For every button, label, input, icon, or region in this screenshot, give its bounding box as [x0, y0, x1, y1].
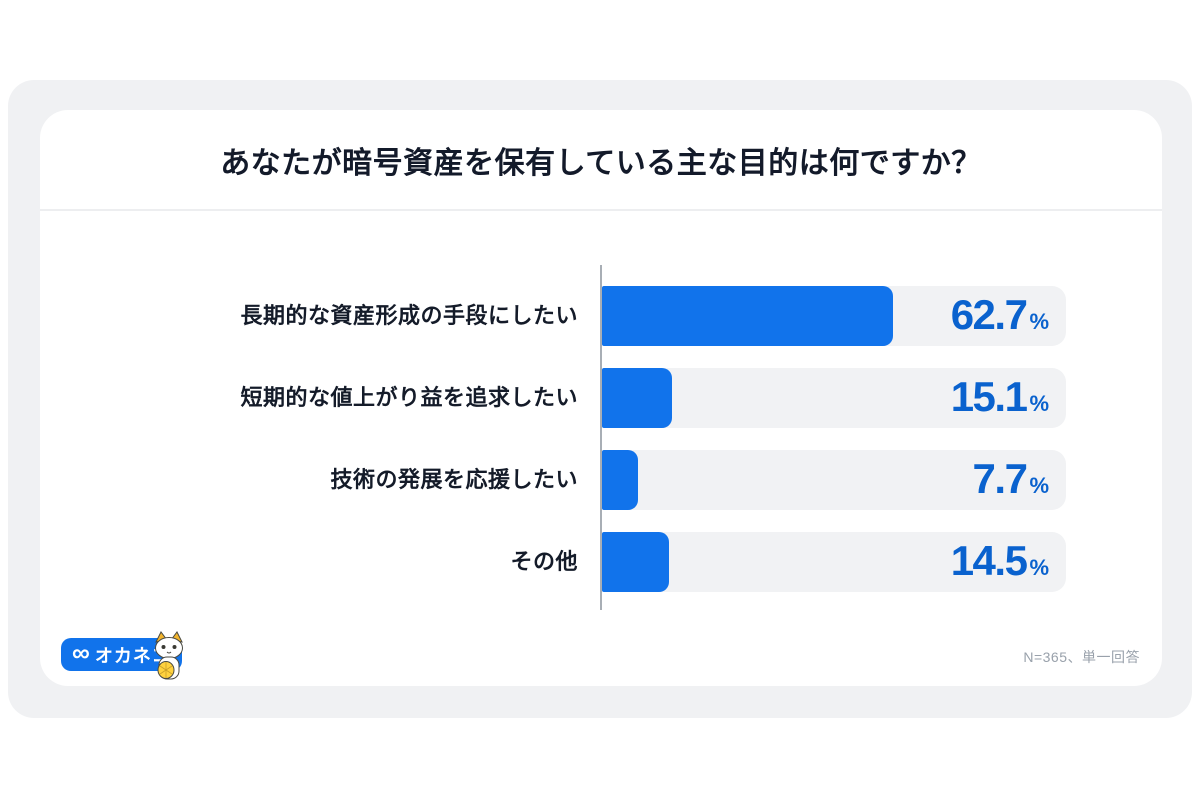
okaneko-logo-badge: ∞ オカネコ	[61, 631, 183, 680]
value-number: 15.1	[950, 373, 1028, 421]
bar-chart: 長期的な資産形成の手段にしたい 62.7% 短期的な値上がり益を追求したい 15…	[40, 213, 1162, 686]
bar-track: 7.7%	[602, 450, 1066, 510]
bar-track: 62.7%	[602, 286, 1066, 346]
value-unit: %	[1029, 473, 1049, 499]
value-number: 14.5	[950, 537, 1028, 585]
bar-row: その他 14.5%	[40, 532, 1162, 592]
category-label: その他	[510, 549, 578, 574]
value-number: 62.7	[950, 291, 1028, 339]
value-label: 62.7%	[951, 291, 1049, 339]
bar-fill	[602, 368, 673, 428]
bar-row: 技術の発展を応援したい 7.7%	[40, 450, 1162, 510]
page-title: あなたが暗号資産を保有している主な目的は何ですか？	[220, 146, 982, 180]
category-label: 短期的な値上がり益を追求したい	[240, 385, 578, 410]
axis-line	[600, 265, 602, 610]
chart-card: あなたが暗号資産を保有している主な目的は何ですか？ 長期的な資産形成の手段にした…	[40, 110, 1162, 686]
glasses-infinity-icon: ∞	[72, 638, 90, 667]
bar-fill	[602, 286, 893, 346]
value-unit: %	[1029, 309, 1049, 335]
category-label: 技術の発展を応援したい	[330, 467, 578, 492]
value-label: 15.1%	[951, 373, 1049, 421]
cat-mascot-icon	[155, 631, 183, 680]
value-label: 14.5%	[951, 537, 1049, 585]
category-label: 長期的な資産形成の手段にしたい	[240, 303, 578, 328]
bar-row: 長期的な資産形成の手段にしたい 62.7%	[40, 286, 1162, 346]
value-unit: %	[1029, 555, 1049, 581]
bar-fill	[602, 450, 638, 510]
bar-track: 15.1%	[602, 368, 1066, 428]
card-header: あなたが暗号資産を保有している主な目的は何ですか？	[40, 110, 1162, 211]
bar-row: 短期的な値上がり益を追求したい 15.1%	[40, 368, 1162, 428]
sample-note: N=365、単一回答	[1023, 649, 1140, 665]
value-number: 7.7	[972, 455, 1028, 503]
bar-track: 14.5%	[602, 532, 1066, 592]
brand-name: オカネコ	[94, 645, 171, 666]
value-label: 7.7%	[973, 455, 1049, 503]
value-unit: %	[1029, 391, 1049, 417]
chart-frame: あなたが暗号資産を保有している主な目的は何ですか？ 長期的な資産形成の手段にした…	[8, 80, 1192, 718]
bar-fill	[602, 532, 670, 592]
